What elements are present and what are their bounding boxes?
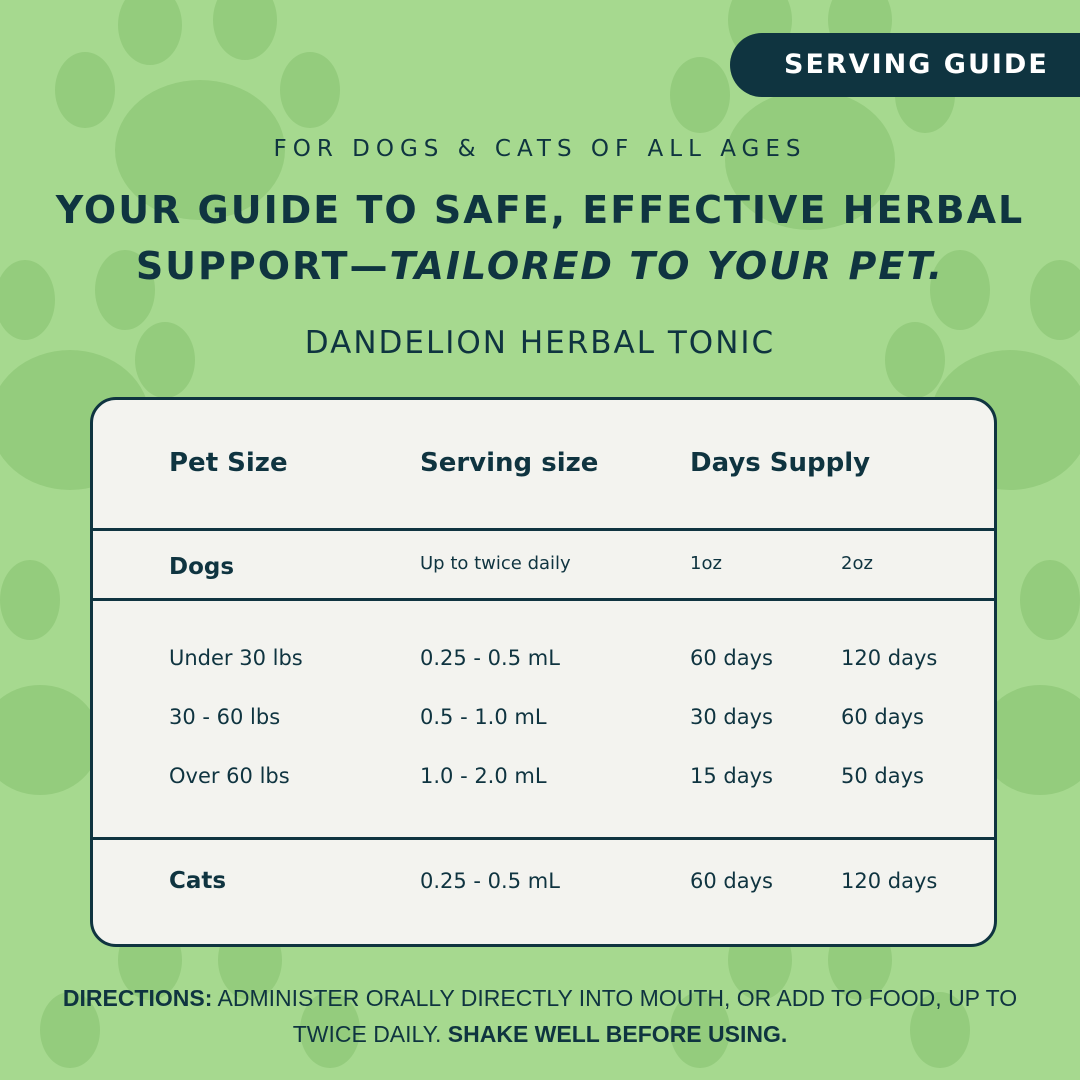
row-serving: 0.5 - 1.0 mL xyxy=(420,705,547,729)
directions-body: ADMINISTER ORALLY DIRECTLY INTO MOUTH, O… xyxy=(217,985,1018,1047)
row-pet-size: Under 30 lbs xyxy=(169,646,303,670)
row-serving: 1.0 - 2.0 mL xyxy=(420,764,547,788)
row-days-1oz: 30 days xyxy=(690,705,773,729)
directions-label: DIRECTIONS: xyxy=(62,985,213,1011)
group-label-dogs: Dogs xyxy=(169,554,235,580)
table-divider xyxy=(93,837,994,840)
product-name: DANDELION HERBAL TONIC xyxy=(304,325,776,361)
group-label-cats: Cats xyxy=(169,868,227,894)
headline: YOUR GUIDE TO SAFE, EFFECTIVE HERBAL SUP… xyxy=(0,182,1080,294)
paw-print-icon xyxy=(55,0,340,220)
serving-guide-badge: SERVING GUIDE xyxy=(730,33,1080,97)
header-serving-size: Serving size xyxy=(420,448,599,478)
dogs-frequency: Up to twice daily xyxy=(420,553,571,574)
serving-table: Pet Size Serving size Days Supply Dogs U… xyxy=(90,397,997,947)
audience-eyebrow: FOR DOGS & CATS OF ALL AGES xyxy=(273,136,807,162)
row-days-1oz: 60 days xyxy=(690,646,773,670)
row-days-2oz: 60 days xyxy=(841,705,924,729)
paw-print-icon xyxy=(0,560,1080,795)
directions-text: DIRECTIONS: ADMINISTER ORALLY DIRECTLY I… xyxy=(60,980,1020,1052)
row-pet-size: Over 60 lbs xyxy=(169,764,290,788)
row-days-1oz: 15 days xyxy=(690,764,773,788)
bottle-size-1oz: 1oz xyxy=(690,553,722,574)
row-days-2oz: 120 days xyxy=(841,869,938,893)
headline-plain: SUPPORT— xyxy=(135,244,390,288)
row-serving: 0.25 - 0.5 mL xyxy=(420,869,560,893)
bottle-size-2oz: 2oz xyxy=(841,553,873,574)
directions-emphasis: SHAKE WELL BEFORE USING. xyxy=(447,1021,788,1047)
header-days-supply: Days Supply xyxy=(690,448,871,478)
row-pet-size: 30 - 60 lbs xyxy=(169,705,281,729)
row-serving: 0.25 - 0.5 mL xyxy=(420,646,560,670)
table-divider xyxy=(93,598,994,601)
headline-emphasis: TAILORED TO YOUR PET. xyxy=(389,244,945,288)
table-divider xyxy=(93,528,994,531)
row-days-2oz: 50 days xyxy=(841,764,924,788)
row-days-1oz: 60 days xyxy=(690,869,773,893)
headline-line-1: YOUR GUIDE TO SAFE, EFFECTIVE HERBAL xyxy=(55,188,1025,232)
header-pet-size: Pet Size xyxy=(169,448,288,478)
headline-line-2: SUPPORT—TAILORED TO YOUR PET. xyxy=(0,238,1080,294)
row-days-2oz: 120 days xyxy=(841,646,938,670)
